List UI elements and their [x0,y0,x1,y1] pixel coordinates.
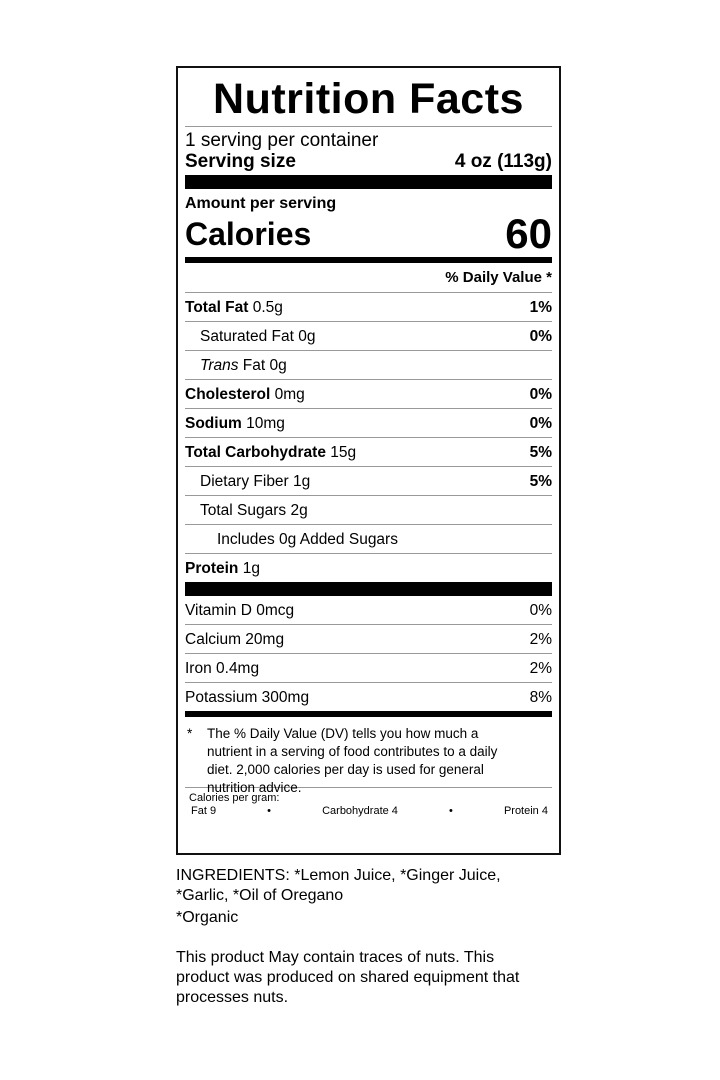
nutrient-name: Dietary Fiber 1g [200,467,310,495]
divider [185,787,552,788]
medium-divider [185,711,552,717]
nutrient-amount: 1g [242,560,260,577]
nutrient-amount: 0g [298,328,316,345]
nutrient-daily-value: 5% [529,473,552,490]
vitamin-name: Vitamin D 0mcg [185,602,295,619]
nutrient-name: Trans Fat 0g [200,351,287,379]
nutrient-row: Protein 1g [185,553,552,582]
serving-size: Serving size 4 oz (113g) [185,151,552,173]
vitamin-name: Calcium 20mg [185,631,285,648]
footnote: * The % Daily Value (DV) tells you how m… [185,717,552,795]
nutrient-amount: 0.5g [252,299,283,316]
vitamin-daily-value: 8% [529,689,552,706]
nutrient-label: Dietary Fiber [200,473,289,490]
nutrient-amount: 1g [293,473,311,490]
vitamin-row: Potassium 300mg 8% [185,682,552,711]
nutrient-row: Saturated Fat 0g 0% [185,321,552,350]
nutrient-name: Cholesterol 0mg [185,380,305,408]
thick-divider [185,582,552,596]
calories-per-gram-label: Calories per gram: [189,792,280,804]
daily-value-header: % Daily Value * [445,269,552,286]
nutrient-row: Total Sugars 2g [185,495,552,524]
nutrient-daily-value: 0% [529,328,552,345]
nutrient-name: Total Carbohydrate 15g [185,438,356,466]
nutrient-name: Total Sugars 2g [200,496,308,524]
calories-row: Calories 60 [185,210,552,257]
nutrient-label: Total Carbohydrate [185,444,326,461]
servings-per-container: 1 serving per container [185,130,379,151]
organic-note: *Organic [176,909,239,926]
divider [185,126,552,127]
medium-divider [185,257,552,263]
nutrient-label: Protein [185,560,239,577]
thick-divider [185,175,552,189]
nutrient-row: Trans Fat 0g [185,350,552,379]
nutrient-name: Saturated Fat 0g [200,322,315,350]
footnote-mark: * [187,726,193,741]
bullet: • [449,805,453,817]
vitamin-row: Calcium 20mg 2% [185,624,552,653]
vitamin-daily-value: 2% [529,660,552,677]
serving-size-label: Serving size [185,151,296,172]
vitamin-daily-value: 0% [529,602,552,619]
nutrient-name: Protein 1g [185,554,260,582]
nutrient-amount: 2g [290,502,308,519]
nutrient-amount: 15g [330,444,357,461]
nutrient-row: Cholesterol 0mg 0% [185,379,552,408]
nutrient-daily-value: 5% [529,444,552,461]
nutrient-label: Saturated Fat [200,328,294,345]
nutrient-amount: 10mg [246,415,285,432]
ingredients: INGREDIENTS: *Lemon Juice, *Ginger Juice… [176,867,501,904]
nutrient-row: Dietary Fiber 1g 5% [185,466,552,495]
nutrient-label: Cholesterol [185,386,271,403]
nutrient-label-suffix: Fat [242,357,266,374]
vitamin-row: Vitamin D 0mcg 0% [185,596,552,624]
vitamin-row: Iron 0.4mg 2% [185,653,552,682]
nutrient-row: Total Fat 0.5g 1% [185,292,552,321]
nutrient-label: Sodium [185,415,242,432]
nutrient-label: Includes 0g Added Sugars [217,531,398,548]
footnote-text: The % Daily Value (DV) tells you how muc… [207,726,498,795]
fat-per-gram: Fat 9 [191,805,217,817]
calories-label: Calories [185,215,312,252]
calories-value: 60 [505,210,552,257]
vitamin-list: Vitamin D 0mcg 0% Calcium 20mg 2% Iron 0.4mg… [185,596,552,711]
allergen-warning: This product May contain traces of nuts.… [176,949,520,1006]
nutrient-label: Total Sugars [200,502,287,519]
nutrient-label: Total Fat [185,299,249,316]
nutrient-list: Total Fat 0.5g 1% Saturated Fat 0g 0% Trans … [185,292,552,582]
nutrient-row: Includes 0g Added Sugars [185,524,552,553]
nutrient-row: Total Carbohydrate 15g 5% [185,437,552,466]
nutrient-daily-value: 0% [529,415,552,432]
label-title: Nutrition Facts [213,75,524,123]
carbohydrate-per-gram: Carbohydrate 4 [322,805,398,817]
nutrient-row: Sodium 10mg 0% [185,408,552,437]
nutrient-daily-value: 1% [529,299,552,316]
nutrient-amount: 0mg [274,386,305,403]
vitamin-name: Potassium 300mg [185,689,310,706]
nutrient-name: Sodium 10mg [185,409,285,437]
nutrient-label: Trans [200,357,239,374]
vitamin-name: Iron 0.4mg [185,660,260,677]
serving-size-value: 4 oz (113g) [454,151,552,172]
nutrient-name: Includes 0g Added Sugars [217,525,398,553]
amount-per-serving: Amount per serving [185,195,337,212]
nutrition-facts-label: Nutrition Facts 1 serving per container … [176,66,561,855]
nutrient-name: Total Fat 0.5g [185,293,283,321]
nutrient-amount: 0g [269,357,287,374]
nutrient-daily-value: 0% [529,386,552,403]
bullet: • [267,805,272,817]
vitamin-daily-value: 2% [529,631,552,648]
calories-per-gram: Calories per gram: Fat 9 • Carbohydrate … [185,788,552,817]
protein-per-gram: Protein 4 [503,805,548,817]
